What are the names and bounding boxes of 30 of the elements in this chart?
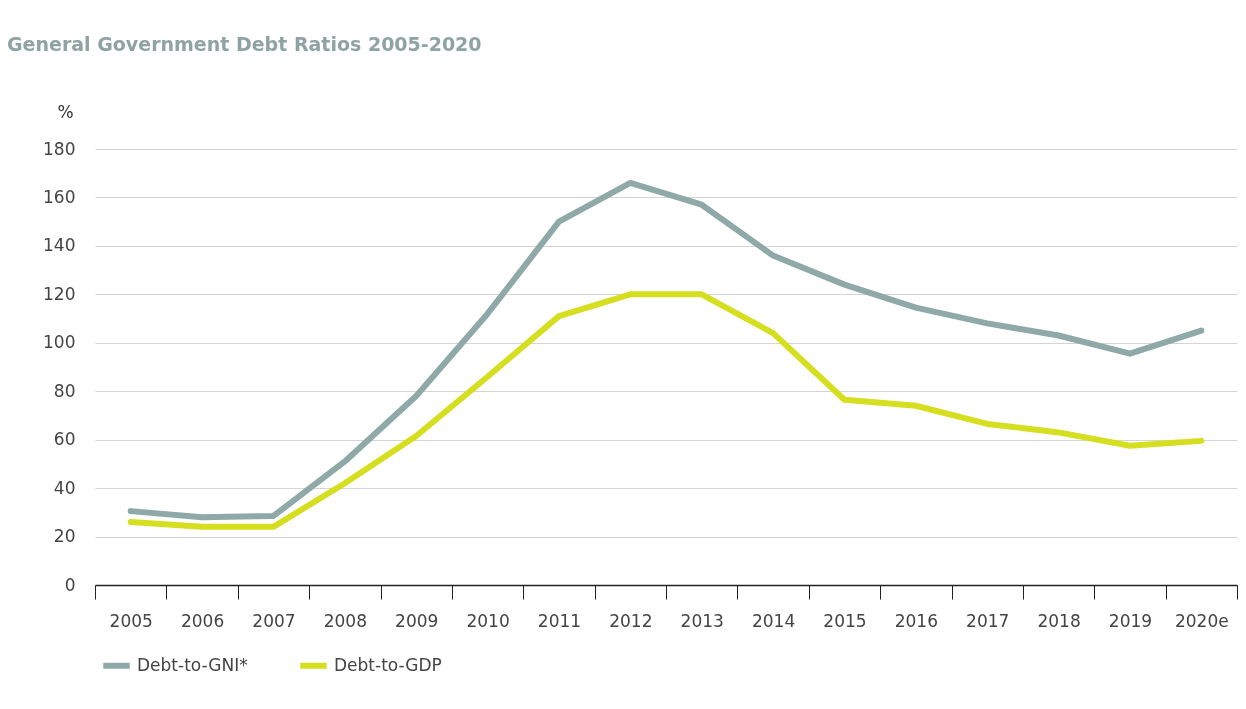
x-tick-label: 2005 xyxy=(109,610,153,631)
y-tick-label: 60 xyxy=(53,429,76,450)
legend-label: Debt-to-GNI* xyxy=(137,654,248,675)
x-tick-label: 2014 xyxy=(751,610,796,631)
x-tick-label: 2008 xyxy=(323,610,367,631)
x-tick-label: 2009 xyxy=(395,610,439,631)
y-tick-label: 180 xyxy=(43,138,76,159)
y-axis-title: % xyxy=(57,101,74,122)
x-tick-label: 2015 xyxy=(823,610,867,631)
x-tick-label: 2018 xyxy=(1037,610,1081,631)
chart-title: General Government Debt Ratios 2005-2020 xyxy=(7,33,482,55)
x-tick-label: 2006 xyxy=(180,610,225,631)
y-tick-label: 20 xyxy=(53,526,76,547)
legend-label: Debt-to-GDP xyxy=(334,654,442,675)
y-tick-label: 100 xyxy=(43,332,76,353)
y-tick-label: 0 xyxy=(64,574,76,595)
y-tick-label: 40 xyxy=(53,477,76,498)
x-tick-label: 2010 xyxy=(466,610,510,631)
x-tick-label: 2020e xyxy=(1174,610,1229,631)
y-tick-label: 140 xyxy=(43,235,76,256)
x-tick-label: 2011 xyxy=(537,610,582,631)
y-tick-label: 120 xyxy=(43,283,76,304)
x-tick-label: 2016 xyxy=(894,610,938,631)
y-tick-label: 80 xyxy=(53,380,76,401)
x-tick-label: 2012 xyxy=(609,610,653,631)
x-tick-label: 2017 xyxy=(966,610,1010,631)
x-tick-label: 2007 xyxy=(252,610,296,631)
x-tick-label: 2019 xyxy=(1108,610,1153,631)
x-tick-label: 2013 xyxy=(680,610,724,631)
y-tick-label: 160 xyxy=(43,186,76,207)
